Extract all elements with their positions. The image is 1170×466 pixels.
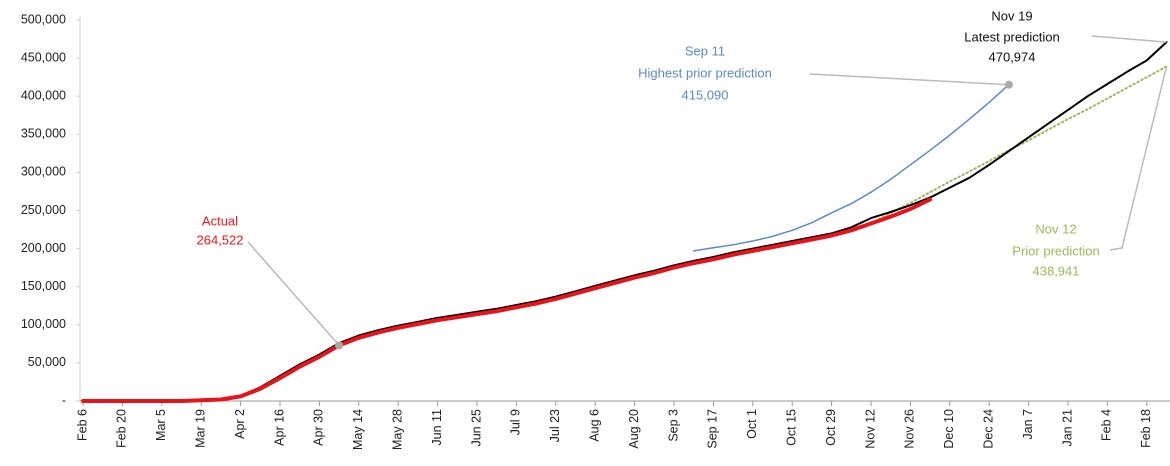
callout-text: Latest prediction [964,29,1059,44]
x-tick-label: Jun 11 [430,409,444,446]
x-tick-label: Mar 19 [193,409,207,448]
x-tick-label: Feb 20 [115,409,129,448]
callout-text: 470,974 [989,49,1036,64]
y-tick-label: 100,000 [21,317,66,331]
callout-text: 264,522 [197,232,244,247]
x-tick-label: Nov 12 [863,409,877,449]
x-tick-label: May 28 [390,409,404,450]
callout-text: Nov 12 [1035,221,1076,236]
x-tick-label: Jul 9 [509,409,523,435]
series-line [82,41,1168,402]
x-tick-label: Jan 21 [1060,409,1074,447]
x-tick-label: Apr 16 [272,409,286,446]
x-tick-label: Oct 1 [745,409,759,439]
x-tick-label: Oct 29 [824,409,838,446]
callout-leader [1091,35,1167,43]
y-tick-label: 50,000 [28,355,66,369]
callout-text: Actual [202,213,238,228]
callout-leader [809,73,1009,86]
y-tick-label: 500,000 [21,12,66,26]
callout-text: Prior prediction [1012,243,1099,258]
callout-dot [335,341,344,350]
y-tick-label: 150,000 [21,279,66,293]
y-tick-label: 200,000 [21,241,66,255]
x-tick-label: Jan 7 [1021,409,1035,440]
series-line [692,83,1010,252]
callout-text: Highest prior prediction [638,65,772,80]
y-tick-label: 300,000 [21,165,66,179]
callout-text: 415,090 [682,87,729,102]
callout-leader [1109,66,1168,251]
x-tick-label: Apr 30 [312,409,326,446]
callout-dot [1004,80,1013,89]
x-tick-label: Dec 10 [942,409,956,449]
callout-text: Nov 19 [991,8,1032,23]
x-tick-label: Oct 15 [784,409,798,446]
x-tick-label: May 14 [351,409,365,450]
y-tick-label: 450,000 [21,50,66,64]
y-tick-label: 400,000 [21,88,66,102]
callout-leader [247,241,340,346]
x-tick-label: Aug 20 [627,409,641,449]
y-tick-label: 350,000 [21,127,66,141]
x-tick-label: Nov 26 [903,409,917,449]
x-tick-label: Jun 25 [469,409,483,447]
series-line [81,197,933,403]
x-tick-label: Feb 6 [75,409,89,441]
x-tick-label: Sep 3 [666,409,680,442]
y-tick-label: 250,000 [21,203,66,217]
y-tick-label: - [62,393,66,407]
x-tick-label: Mar 5 [154,409,168,441]
x-tick-label: Apr 2 [233,409,247,439]
callout-text: 438,941 [1033,263,1080,278]
callout-text: Sep 11 [685,43,725,58]
x-tick-label: Feb 4 [1100,409,1114,441]
x-tick-label: Aug 6 [587,409,601,442]
x-tick-label: Dec 24 [981,409,995,449]
x-tick-label: Feb 18 [1139,409,1153,448]
x-tick-label: Jul 23 [548,409,562,442]
x-tick-label: Sep 17 [706,409,720,449]
